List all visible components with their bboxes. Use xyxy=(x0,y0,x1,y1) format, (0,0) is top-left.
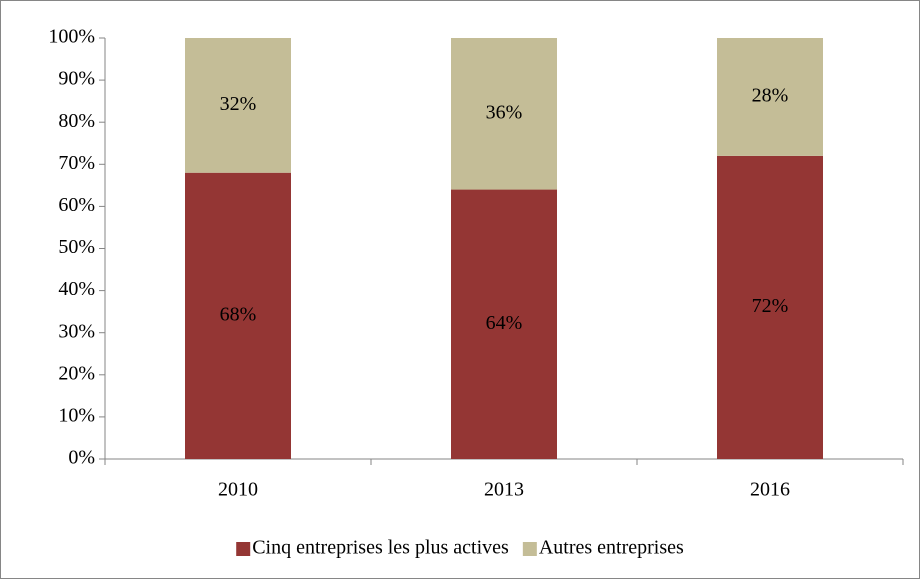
bar-segment xyxy=(451,189,557,459)
bar-segment xyxy=(717,38,823,156)
y-tick-label: 0% xyxy=(68,447,95,469)
bar-segment xyxy=(451,38,557,190)
legend-swatch xyxy=(236,542,251,556)
bar-segment xyxy=(185,172,291,459)
legend-label: Cinq entreprises les plus actives xyxy=(252,537,509,559)
y-tick-label: 30% xyxy=(58,320,95,342)
y-tick-label: 80% xyxy=(58,110,95,132)
y-tick-label: 70% xyxy=(58,152,95,174)
data-label: 32% xyxy=(220,93,257,115)
data-label: 72% xyxy=(752,295,789,317)
x-tick-label: 2010 xyxy=(218,479,258,501)
y-tick-label: 60% xyxy=(58,194,95,216)
y-tick-label: 10% xyxy=(58,404,95,426)
data-label: 68% xyxy=(220,303,257,325)
bar-segment xyxy=(717,155,823,459)
x-tick-label: 2013 xyxy=(484,479,524,501)
y-tick-label: 100% xyxy=(48,26,95,48)
y-tick-label: 20% xyxy=(58,362,95,384)
y-tick-label: 50% xyxy=(58,236,95,258)
legend-swatch xyxy=(522,542,537,556)
y-tick-label: 40% xyxy=(58,278,95,300)
data-label: 36% xyxy=(486,101,523,123)
data-label: 64% xyxy=(486,312,523,334)
bar-segment xyxy=(185,38,291,173)
legend-label: Autres entreprises xyxy=(539,537,684,559)
y-tick-label: 90% xyxy=(58,68,95,90)
x-tick-label: 2016 xyxy=(750,479,790,501)
data-label: 28% xyxy=(752,85,789,107)
